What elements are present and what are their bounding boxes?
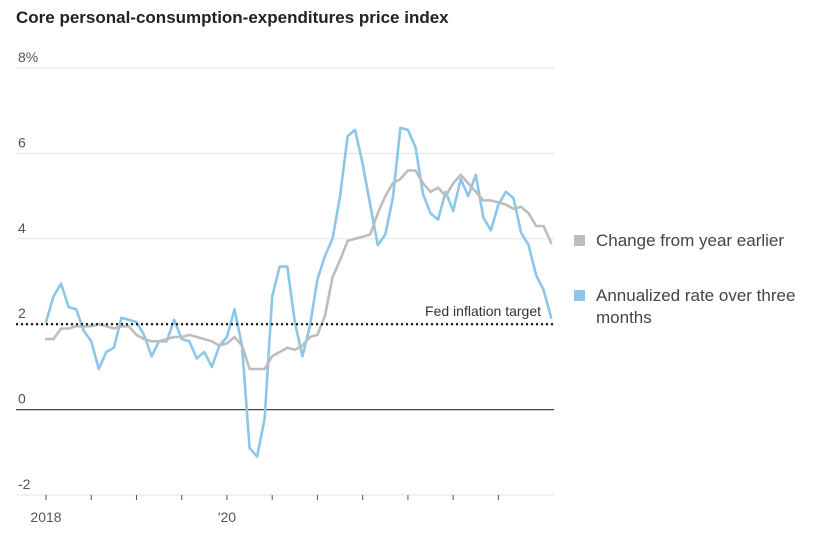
y-tick-labels: -2 0 2 4 6 8% <box>18 49 38 492</box>
x-ticks <box>45 495 499 500</box>
y-tick-label: -2 <box>18 476 31 492</box>
y-tick-label: 8% <box>18 49 38 65</box>
legend-item-year-earlier: Change from year earlier <box>574 230 811 252</box>
legend-swatch-three-month <box>574 290 585 301</box>
chart-title: Core personal-consumption-expenditures p… <box>16 8 449 27</box>
y-tick-label: 6 <box>18 134 26 150</box>
x-tick-label: 2018 <box>30 509 61 525</box>
y-tick-label: 2 <box>18 305 26 321</box>
reference-layer: Fed inflation target <box>16 303 554 326</box>
legend-label-three-month: Annualized rate over three months <box>596 286 796 327</box>
y-tick-label: 0 <box>18 391 26 407</box>
y-tick-label: 4 <box>18 220 26 236</box>
legend-item-three-month: Annualized rate over three months <box>574 285 811 329</box>
legend-swatch-year-earlier <box>574 235 585 246</box>
legend-label-year-earlier: Change from year earlier <box>596 231 785 250</box>
x-tick-label: '20 <box>218 509 236 525</box>
x-tick-labels: 2018 '20 <box>30 509 236 525</box>
series-line-1 <box>44 126 553 458</box>
gridlines <box>16 67 554 496</box>
series-line-0 <box>44 169 553 371</box>
fed-target-label: Fed inflation target <box>425 303 541 319</box>
series-lines <box>44 126 553 458</box>
